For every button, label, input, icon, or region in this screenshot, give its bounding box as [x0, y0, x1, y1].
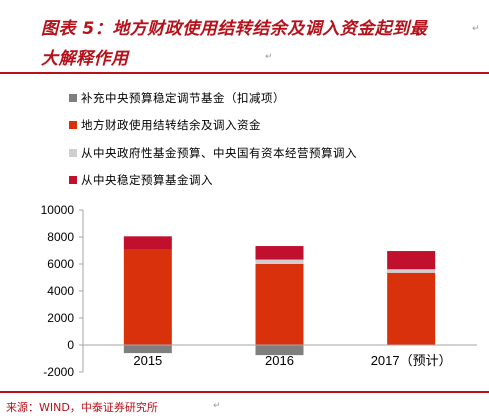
source-note: 来源：WIND，中泰证券研究所: [6, 401, 158, 414]
legend-item-series-4: 从中央稳定预算基金调入: [69, 172, 213, 188]
paragraph-mark-icon: ↵: [265, 52, 273, 62]
legend-swatch-series-4: [69, 176, 77, 184]
y-tick-label: -2000: [43, 365, 74, 379]
y-tick-label: 10000: [41, 203, 75, 217]
y-tick-label: 4000: [47, 284, 74, 298]
legend-label-series-4: 从中央稳定预算基金调入: [81, 173, 213, 187]
x-category-label: 2016: [265, 353, 294, 368]
bar-segment-series-1: [123, 345, 172, 354]
y-tick-label: 8000: [47, 230, 74, 244]
bar-segment-series-1: [255, 345, 304, 356]
y-tick-label: 6000: [47, 257, 74, 271]
bar-segment-series-2: [387, 272, 436, 345]
paragraph-mark-icon: ↵: [213, 401, 221, 411]
legend-item-series-3: 从中央政府性基金预算、中央国有资本经营预算调入: [69, 145, 357, 161]
bar-segment-series-3: [255, 259, 304, 264]
legend-swatch-series-2: [69, 121, 77, 129]
legend-swatch-series-3: [69, 149, 77, 157]
title-divider: [0, 72, 489, 74]
legend-label-series-2: 地方财政使用结转结余及调入资金: [81, 118, 261, 132]
legend-item-series-2: 地方财政使用结转结余及调入资金: [69, 117, 261, 133]
bar-segment-series-3: [387, 269, 436, 273]
bar-segment-series-2: [123, 249, 172, 345]
paragraph-mark-icon: ↵: [472, 24, 480, 34]
bar-segment-series-4: [387, 251, 436, 270]
y-tick-label: 0: [67, 338, 74, 352]
x-category-label: 2017（预计）: [371, 353, 452, 368]
figure-title-line2: 大解释作用: [41, 49, 129, 69]
legend-label-series-1: 补充中央预算稳定调节基金（扣减项）: [81, 91, 285, 105]
legend-label-series-3: 从中央政府性基金预算、中央国有资本经营预算调入: [81, 146, 357, 160]
bar-segment-series-2: [255, 264, 304, 345]
legend-item-series-1: 补充中央预算稳定调节基金（扣减项）: [69, 90, 285, 106]
figure-title-line1: 图表 5：地方财政使用结转结余及调入资金起到最: [41, 19, 428, 39]
bar-segment-series-4: [255, 246, 304, 260]
x-category-label: 2015: [133, 353, 162, 368]
source-divider: [0, 391, 489, 393]
legend-swatch-series-1: [69, 94, 77, 102]
bar-segment-series-4: [123, 236, 172, 250]
y-tick-label: 2000: [47, 311, 74, 325]
